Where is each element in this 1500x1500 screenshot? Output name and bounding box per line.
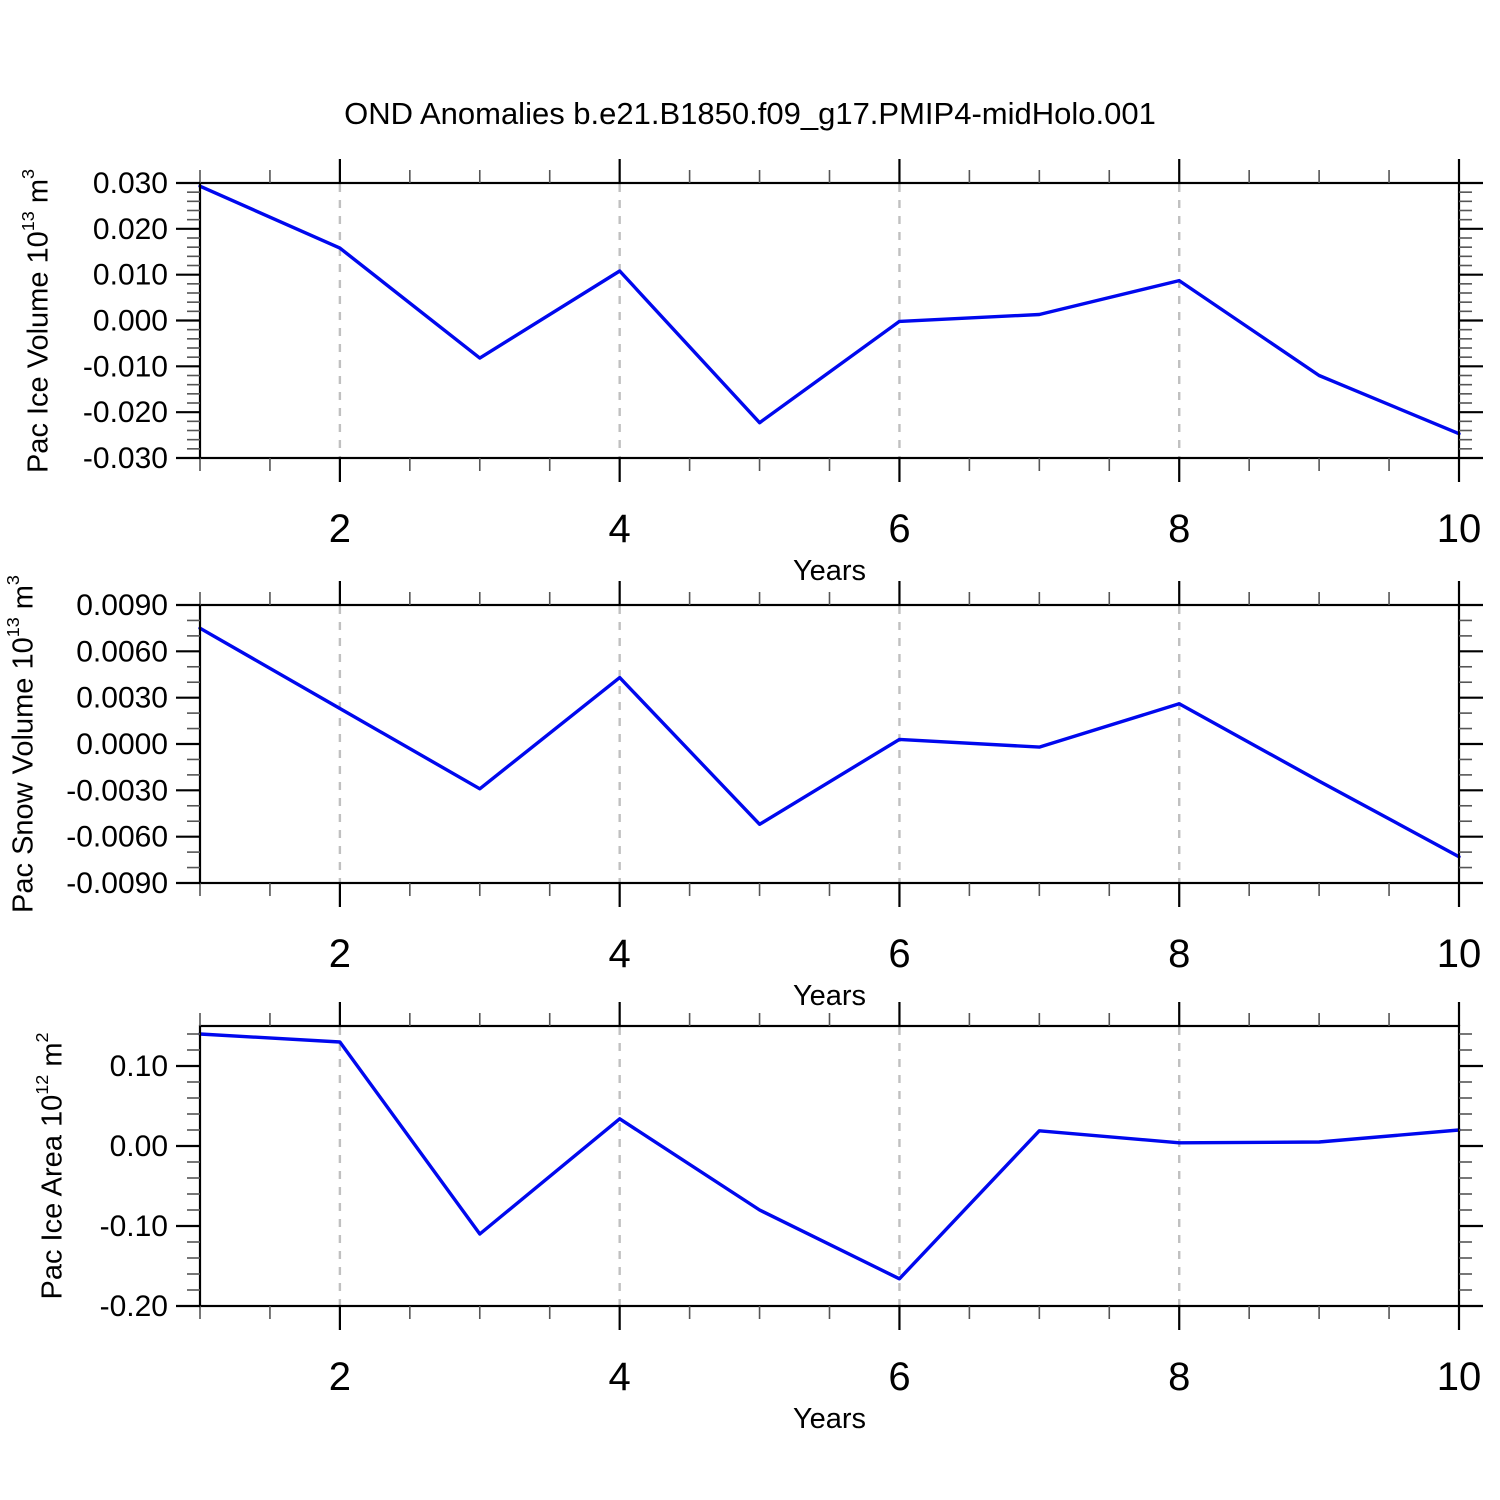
data-line	[198, 626, 1461, 859]
y-tick-label: 0.10	[110, 1050, 168, 1083]
x-tick-label: 10	[1437, 932, 1482, 976]
x-tick-label: 6	[888, 932, 910, 976]
x-tick-label: 8	[1168, 507, 1190, 551]
x-tick-label: 2	[329, 1355, 351, 1399]
figure-title: OND Anomalies b.e21.B1850.f09_g17.PMIP4-…	[344, 96, 1156, 131]
y-tick-label: 0.0090	[76, 589, 168, 622]
x-axis-title: Years	[793, 980, 866, 1012]
y-tick-label: -0.20	[100, 1290, 168, 1323]
x-tick-label: 10	[1437, 1355, 1482, 1399]
x-tick-label: 8	[1168, 932, 1190, 976]
x-axis-title: Years	[793, 555, 866, 587]
y-tick-label: -0.0060	[66, 821, 168, 854]
y-tick-label: 0.0030	[76, 682, 168, 715]
x-tick-label: 8	[1168, 1355, 1190, 1399]
x-tick-label: 4	[609, 1355, 631, 1399]
data-line	[198, 1032, 1461, 1281]
y-tick-label: 0.010	[93, 259, 168, 292]
y-tick-label: 0.030	[93, 167, 168, 200]
y-tick-label: -0.0090	[66, 867, 168, 900]
y-tick-label: -0.020	[83, 396, 168, 429]
chart-panel: 2 4 6 8 10 0.10 0.00 -0.10 -0.20 Years	[100, 1002, 1483, 1435]
data-line	[198, 184, 1461, 436]
plot-frame	[198, 1024, 1461, 1308]
y-tick-label: 0.000	[93, 305, 168, 338]
x-tick-label: 10	[1437, 507, 1482, 551]
chart-panel: 2 4 6 8 10 0.030 0.020 0.010 0.000 -0.010 -0.020 -0…	[83, 159, 1483, 587]
x-tick-label: 4	[609, 932, 631, 976]
y-tick-label: -0.010	[83, 350, 168, 383]
x-tick-label: 4	[609, 507, 631, 551]
y-tick-label: -0.10	[100, 1210, 168, 1243]
y-tick-label: -0.030	[83, 442, 168, 475]
chart-panel: 2 4 6 8 10 0.0090 0.0060 0.0030 0.0000 -0.0030 -0.…	[66, 581, 1483, 1012]
y-tick-label: 0.0000	[76, 728, 168, 761]
y-tick-label: 0.0060	[76, 635, 168, 668]
y-tick-label: 0.00	[110, 1130, 168, 1163]
y-tick-label: 0.020	[93, 213, 168, 246]
x-tick-label: 6	[888, 1355, 910, 1399]
x-axis-title: Years	[793, 1403, 866, 1435]
plot-frame	[198, 603, 1461, 885]
x-tick-label: 6	[888, 507, 910, 551]
plot-frame	[198, 181, 1461, 460]
x-tick-label: 2	[329, 507, 351, 551]
x-tick-label: 2	[329, 932, 351, 976]
y-tick-label: -0.0030	[66, 774, 168, 807]
